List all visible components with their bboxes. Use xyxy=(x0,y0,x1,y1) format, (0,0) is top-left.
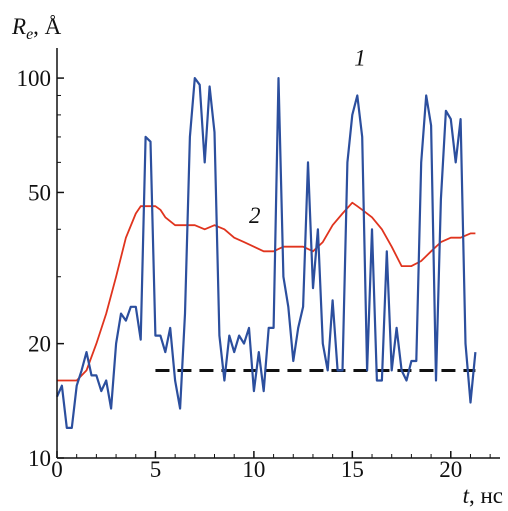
axes xyxy=(56,48,500,459)
x-ticks: 0 5 10 15 20 xyxy=(51,451,491,482)
series-line-2 xyxy=(57,201,476,382)
y-axis-subscript: e xyxy=(26,26,33,43)
series-label-1: 1 xyxy=(354,45,366,70)
series-line-1 xyxy=(55,76,477,429)
y-tick-label: 50 xyxy=(28,180,51,205)
y-tick-label: 10 xyxy=(28,446,51,471)
x-axis-title: t, нс xyxy=(463,483,503,508)
plot-marks: 12 xyxy=(55,45,477,429)
series-label-2: 2 xyxy=(249,203,261,228)
x-tick-label: 10 xyxy=(242,457,265,482)
y-axis-unit: , Å xyxy=(33,14,62,39)
y-axis-title: Re, Å xyxy=(11,14,62,43)
y-tick-label: 100 xyxy=(17,66,52,91)
y-ticks: 10 20 50 100 xyxy=(17,66,64,471)
y-tick-label: 20 xyxy=(28,332,51,357)
x-tick-label: 15 xyxy=(341,457,364,482)
x-tick-label: 5 xyxy=(150,457,162,482)
x-axis-unit: , нс xyxy=(469,483,503,508)
x-tick-label: 0 xyxy=(51,457,63,482)
y-axis-symbol: R xyxy=(11,14,26,39)
x-tick-label: 20 xyxy=(439,457,462,482)
x-axis-symbol: t xyxy=(463,483,470,508)
